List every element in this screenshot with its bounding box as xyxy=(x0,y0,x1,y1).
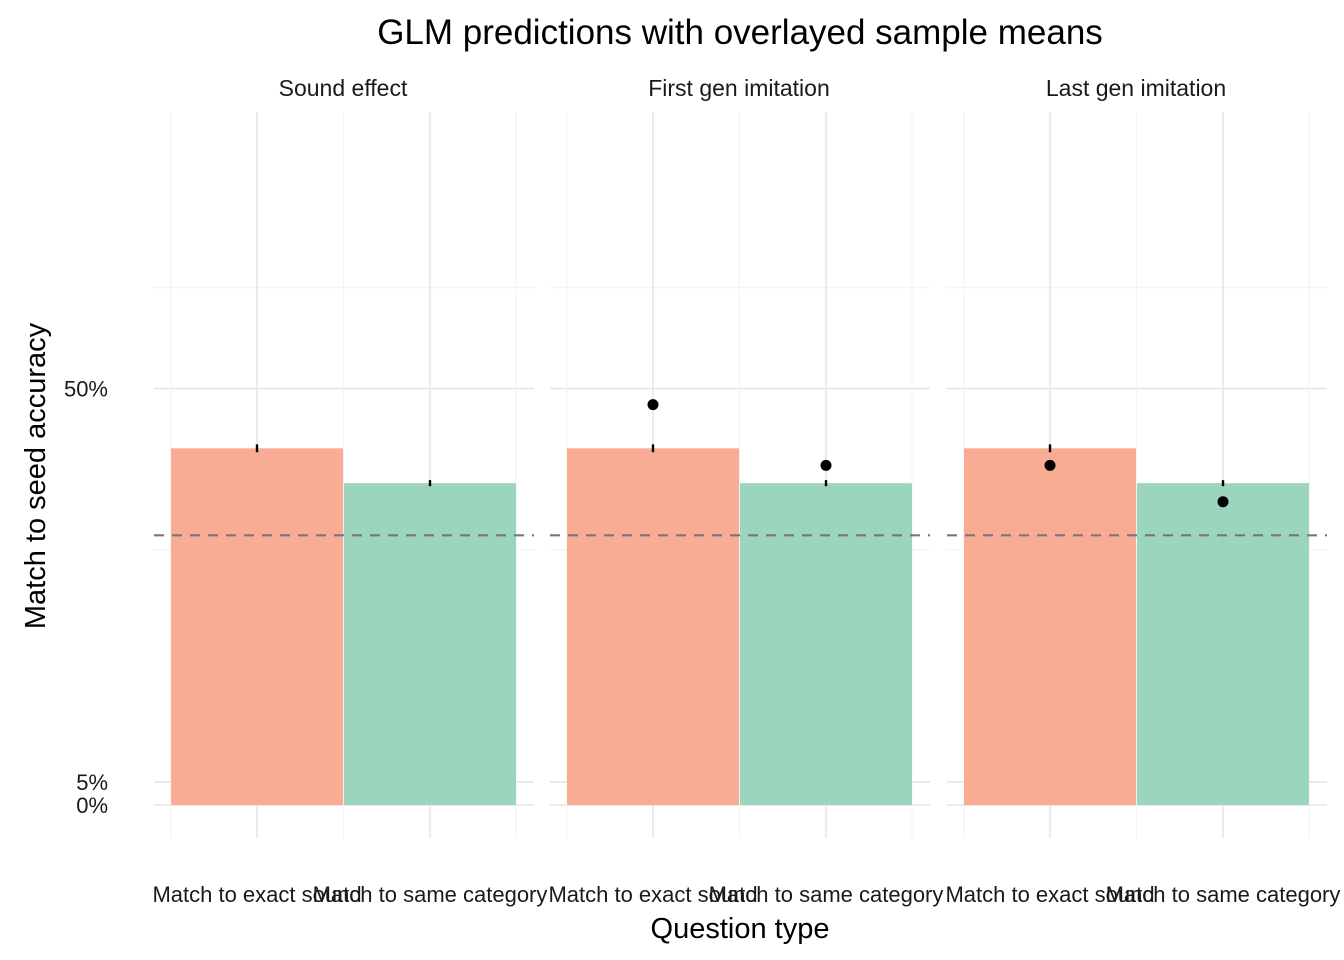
bar xyxy=(567,448,739,805)
x-tick-label: Match to same category xyxy=(709,882,944,907)
x-tick-label: Match to exact sound xyxy=(152,882,361,907)
x-tick-label: Match to same category xyxy=(313,882,548,907)
y-tick-label: 5% xyxy=(76,770,108,795)
x-tick-label: Match to same category xyxy=(1106,882,1341,907)
panel-title: First gen imitation xyxy=(648,75,830,101)
bar xyxy=(964,448,1136,805)
bar xyxy=(740,483,912,805)
chart-title: GLM predictions with overlayed sample me… xyxy=(377,13,1103,52)
y-tick-label: 0% xyxy=(76,793,108,818)
sample-mean-point xyxy=(1044,459,1056,471)
panel-title: Last gen imitation xyxy=(1046,75,1226,101)
sample-mean-point xyxy=(647,399,659,411)
x-tick-label: Match to exact sound xyxy=(945,882,1154,907)
y-axis-title: Match to seed accuracy xyxy=(20,322,52,629)
x-tick-label: Match to exact sound xyxy=(548,882,757,907)
panel-title: Sound effect xyxy=(279,75,408,101)
sample-mean-point xyxy=(1217,496,1229,508)
sample-mean-point xyxy=(820,459,832,471)
bar xyxy=(1137,483,1309,805)
bar xyxy=(171,448,343,805)
x-axis-title: Question type xyxy=(651,913,830,945)
bar xyxy=(344,483,516,805)
y-tick-label: 50% xyxy=(64,377,108,402)
